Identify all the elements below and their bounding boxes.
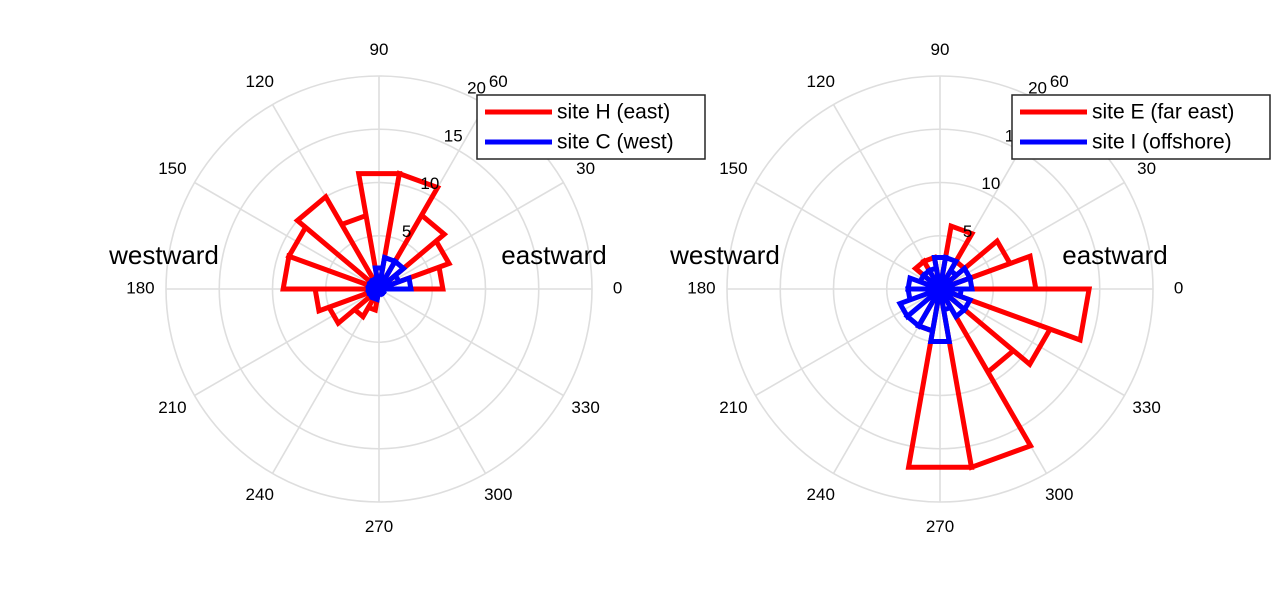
- grid-spoke: [832, 104, 941, 290]
- label-west: westward: [669, 240, 780, 270]
- angle-tick-label: 60: [1050, 72, 1069, 91]
- grid-spoke: [194, 288, 380, 397]
- angle-tick-label: 60: [489, 72, 508, 91]
- angle-tick-label: 150: [719, 159, 747, 178]
- grid-spoke: [755, 288, 941, 397]
- legend: site H (east) site C (west): [476, 94, 706, 160]
- angle-tick-label: 180: [687, 278, 715, 297]
- radial-tick-label: 20: [1028, 78, 1047, 97]
- radial-tick-label: 15: [444, 126, 463, 145]
- grid-spoke: [271, 288, 380, 474]
- legend: site E (far east) site I (offshore): [1011, 94, 1271, 160]
- rose-series-2: [365, 254, 414, 303]
- polar-chart-1: 0 30 60 90 120 150 180 210 240 270 300 330 5 10 15 20 ea…: [108, 40, 706, 536]
- angle-tick-label: 240: [807, 485, 835, 504]
- label-east: eastward: [501, 240, 607, 270]
- angle-tick-label: 90: [931, 40, 950, 59]
- legend-label: site C (west): [557, 131, 674, 154]
- radial-tick-label: 20: [467, 78, 486, 97]
- radial-tick-label: 5: [402, 222, 411, 241]
- angle-tick-label: 90: [370, 40, 389, 59]
- angle-tick-label: 0: [613, 278, 622, 297]
- radial-tick-label: 5: [963, 222, 972, 241]
- polar-chart-2: 03060901201501802102402703003305101520ea…: [669, 40, 1271, 536]
- grid-spoke: [755, 181, 941, 290]
- label-west: westward: [108, 240, 219, 270]
- angle-tick-label: 300: [1045, 485, 1073, 504]
- angle-tick-label: 240: [246, 485, 274, 504]
- angle-tick-label: 30: [1137, 159, 1156, 178]
- legend-box: [476, 94, 706, 160]
- grid-spoke: [378, 181, 564, 290]
- angle-tick-label: 270: [926, 517, 954, 536]
- legend-label: site I (offshore): [1092, 131, 1232, 154]
- angle-tick-label: 330: [1132, 398, 1160, 417]
- radial-tick-label: 10: [981, 174, 1000, 193]
- legend-box: [1011, 94, 1271, 160]
- label-east: eastward: [1062, 240, 1168, 270]
- angle-tick-label: 330: [571, 398, 599, 417]
- legend-label: site H (east): [557, 101, 670, 124]
- angle-tick-label: 120: [807, 72, 835, 91]
- radial-tick-label: 10: [420, 174, 439, 193]
- angle-tick-label: 120: [246, 72, 274, 91]
- legend-label: site E (far east): [1092, 101, 1234, 124]
- angle-tick-label: 180: [126, 278, 154, 297]
- angle-tick-label: 30: [576, 159, 595, 178]
- angle-tick-label: 210: [719, 398, 747, 417]
- grid-spoke: [939, 181, 1125, 290]
- grid-spoke: [378, 288, 564, 397]
- grid-spoke: [194, 181, 380, 290]
- grid-spoke: [378, 288, 487, 474]
- angle-tick-label: 210: [158, 398, 186, 417]
- angle-tick-label: 0: [1174, 278, 1183, 297]
- grid-spoke: [939, 288, 1125, 397]
- rose-series-2: [896, 254, 975, 344]
- angle-tick-label: 150: [158, 159, 186, 178]
- angle-tick-label: 300: [484, 485, 512, 504]
- angle-tick-label: 270: [365, 517, 393, 536]
